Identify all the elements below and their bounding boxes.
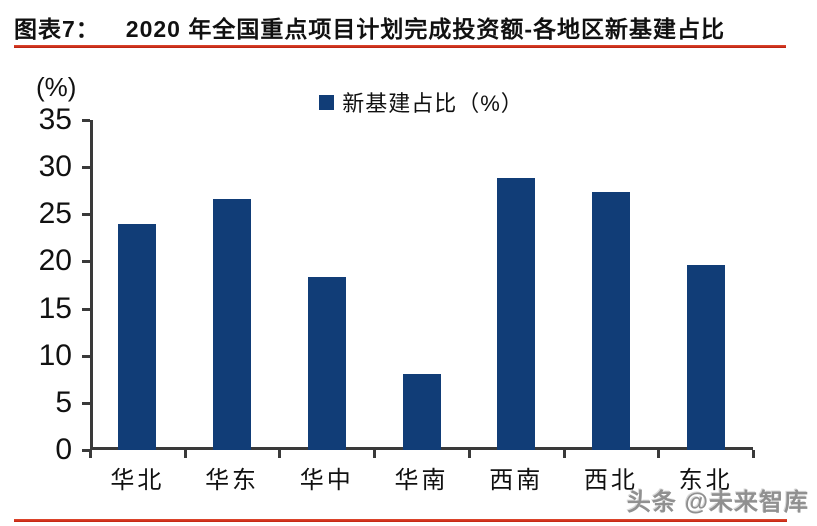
bottom-rule: [14, 519, 787, 522]
watermark: 头条 @未来智库: [626, 489, 809, 516]
x-tick-label-华东: 华东: [205, 467, 260, 494]
y-tick-label-20: 20: [38, 244, 72, 278]
y-tick-mark-20: [82, 260, 90, 264]
bar-华东: [213, 199, 252, 450]
x-tick-mark-5: [562, 450, 566, 458]
title-row: 图表7： 2020 年全国重点项目计划完成投资额-各地区新基建占比: [14, 10, 803, 44]
x-tick-label-西南: 西南: [489, 467, 544, 494]
title-underline: [14, 45, 786, 48]
y-axis-unit-label: (%): [36, 72, 77, 102]
bar-西北: [591, 191, 630, 450]
x-tick-mark-0: [89, 450, 92, 458]
y-tick-label-5: 5: [55, 385, 72, 419]
x-tick-mark-7: [752, 450, 755, 458]
legend-label: 新基建占比（%）: [342, 91, 524, 116]
x-tick-mark-4: [467, 450, 471, 458]
y-tick-mark-30: [82, 166, 90, 170]
x-tick-mark-3: [373, 450, 377, 458]
x-tick-mark-1: [183, 450, 187, 458]
bar-华北: [118, 223, 157, 450]
y-tick-mark-15: [82, 307, 90, 311]
x-tick-label-华南: 华南: [394, 467, 449, 494]
figure-title: 2020 年全国重点项目计划完成投资额-各地区新基建占比: [125, 16, 726, 42]
bar-华南: [402, 373, 441, 450]
y-tick-label-30: 30: [38, 150, 72, 184]
x-tick-label-华中: 华中: [299, 467, 354, 494]
y-tick-label-10: 10: [38, 338, 72, 372]
legend-swatch: [319, 94, 335, 110]
y-tick-mark-10: [82, 354, 90, 358]
y-tick-mark-0: [82, 449, 90, 452]
y-tick-mark-5: [82, 401, 90, 405]
y-tick-label-15: 15: [38, 291, 72, 325]
y-tick-label-25: 25: [38, 197, 72, 231]
bar-东北: [686, 265, 725, 450]
bar-华中: [307, 277, 346, 450]
x-tick-label-西北: 西北: [583, 467, 638, 494]
y-tick-label-0: 0: [55, 433, 72, 466]
x-tick-label-华北: 华北: [110, 467, 165, 494]
y-tick-mark-25: [82, 213, 90, 217]
x-tick-label-东北: 东北: [678, 467, 733, 494]
bar-西南: [497, 177, 536, 450]
y-tick-label-35: 35: [38, 103, 72, 136]
x-tick-mark-2: [278, 450, 282, 458]
chart-legend: 新基建占比（%）: [90, 86, 753, 118]
figure-number-label: 图表7：: [14, 16, 100, 42]
x-tick-mark-6: [657, 450, 661, 458]
figure-header: 图表7： 2020 年全国重点项目计划完成投资额-各地区新基建占比: [14, 10, 803, 44]
y-tick-mark-35: [82, 119, 90, 122]
